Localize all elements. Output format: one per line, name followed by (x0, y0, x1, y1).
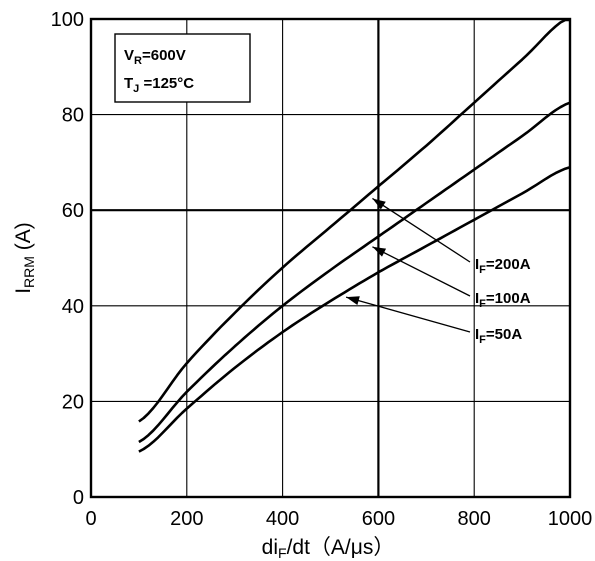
condition-vr: VR=600V (124, 47, 186, 67)
series-line-if-50a (138, 165, 571, 453)
annotation-arrows (345, 197, 471, 333)
y-tick-label-80: 80 (62, 105, 84, 127)
series-line-if-100a (138, 101, 571, 444)
y-axis-ticks: 0 20 40 60 80 100 (51, 9, 84, 509)
y-tick-label-60: 60 (62, 200, 84, 222)
y-axis-label: IRRM (A) (12, 222, 37, 294)
series-label-if-200a: IF=200A (475, 256, 531, 276)
pointer-arrowhead-1 (372, 246, 387, 257)
pointer-line-2 (345, 296, 471, 333)
x-tick-label-1000: 1000 (548, 508, 593, 530)
x-tick-label-800: 800 (458, 508, 491, 530)
pointer-line-1 (372, 246, 471, 297)
conditions-box (114, 33, 251, 103)
pointer-arrowhead-2 (346, 296, 360, 305)
y-tick-label-0: 0 (73, 487, 84, 509)
curves (138, 18, 571, 453)
plot-frame (89, 17, 572, 499)
x-axis-label: diF/dt（A/μs） (262, 536, 395, 561)
x-tick-label-0: 0 (85, 508, 96, 530)
y-tick-label-100: 100 (51, 9, 84, 31)
x-axis-ticks: 0 200 400 600 800 1000 (85, 508, 592, 530)
grid (91, 19, 570, 497)
series-label-if-100a: IF=100A (475, 290, 531, 310)
x-tick-label-200: 200 (170, 508, 203, 530)
series-line-if-200a (138, 18, 570, 423)
condition-tj: TJ =125°C (124, 75, 194, 95)
x-tick-label-400: 400 (266, 508, 299, 530)
y-tick-label-20: 20 (62, 391, 84, 413)
pointer-line-0 (372, 197, 471, 263)
x-tick-label-600: 600 (362, 508, 395, 530)
y-tick-label-40: 40 (62, 296, 84, 318)
pointer-arrowhead-0 (372, 198, 386, 210)
series-label-if-50a: IF=50A (475, 326, 522, 346)
